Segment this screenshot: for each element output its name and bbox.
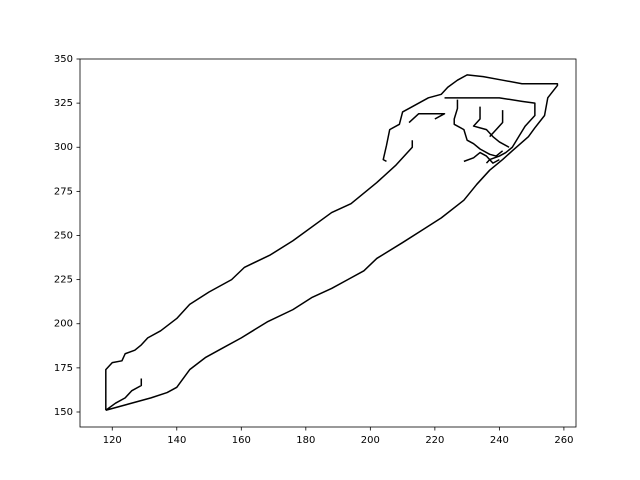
plot-frame	[79, 58, 577, 428]
y-tick-label: 350	[54, 54, 73, 65]
x-tick-label: 180	[296, 435, 315, 446]
y-tick-label: 150	[54, 407, 73, 418]
y-tick-label: 325	[54, 98, 73, 109]
x-tick-label: 140	[167, 435, 186, 446]
y-tick-label: 250	[54, 230, 73, 241]
y-tick-label: 175	[54, 363, 73, 374]
y-tick-label: 225	[54, 275, 73, 286]
x-tick-label: 120	[103, 435, 122, 446]
x-tick-label: 240	[490, 435, 509, 446]
x-tick-label: 260	[554, 435, 573, 446]
y-tick-label: 300	[54, 142, 73, 153]
line-series	[105, 74, 559, 411]
x-tick-label: 220	[425, 435, 444, 446]
x-tick-label: 200	[361, 435, 380, 446]
x-tick-label: 160	[232, 435, 251, 446]
y-tick-label: 275	[54, 186, 73, 197]
y-tick-label: 200	[54, 319, 73, 330]
